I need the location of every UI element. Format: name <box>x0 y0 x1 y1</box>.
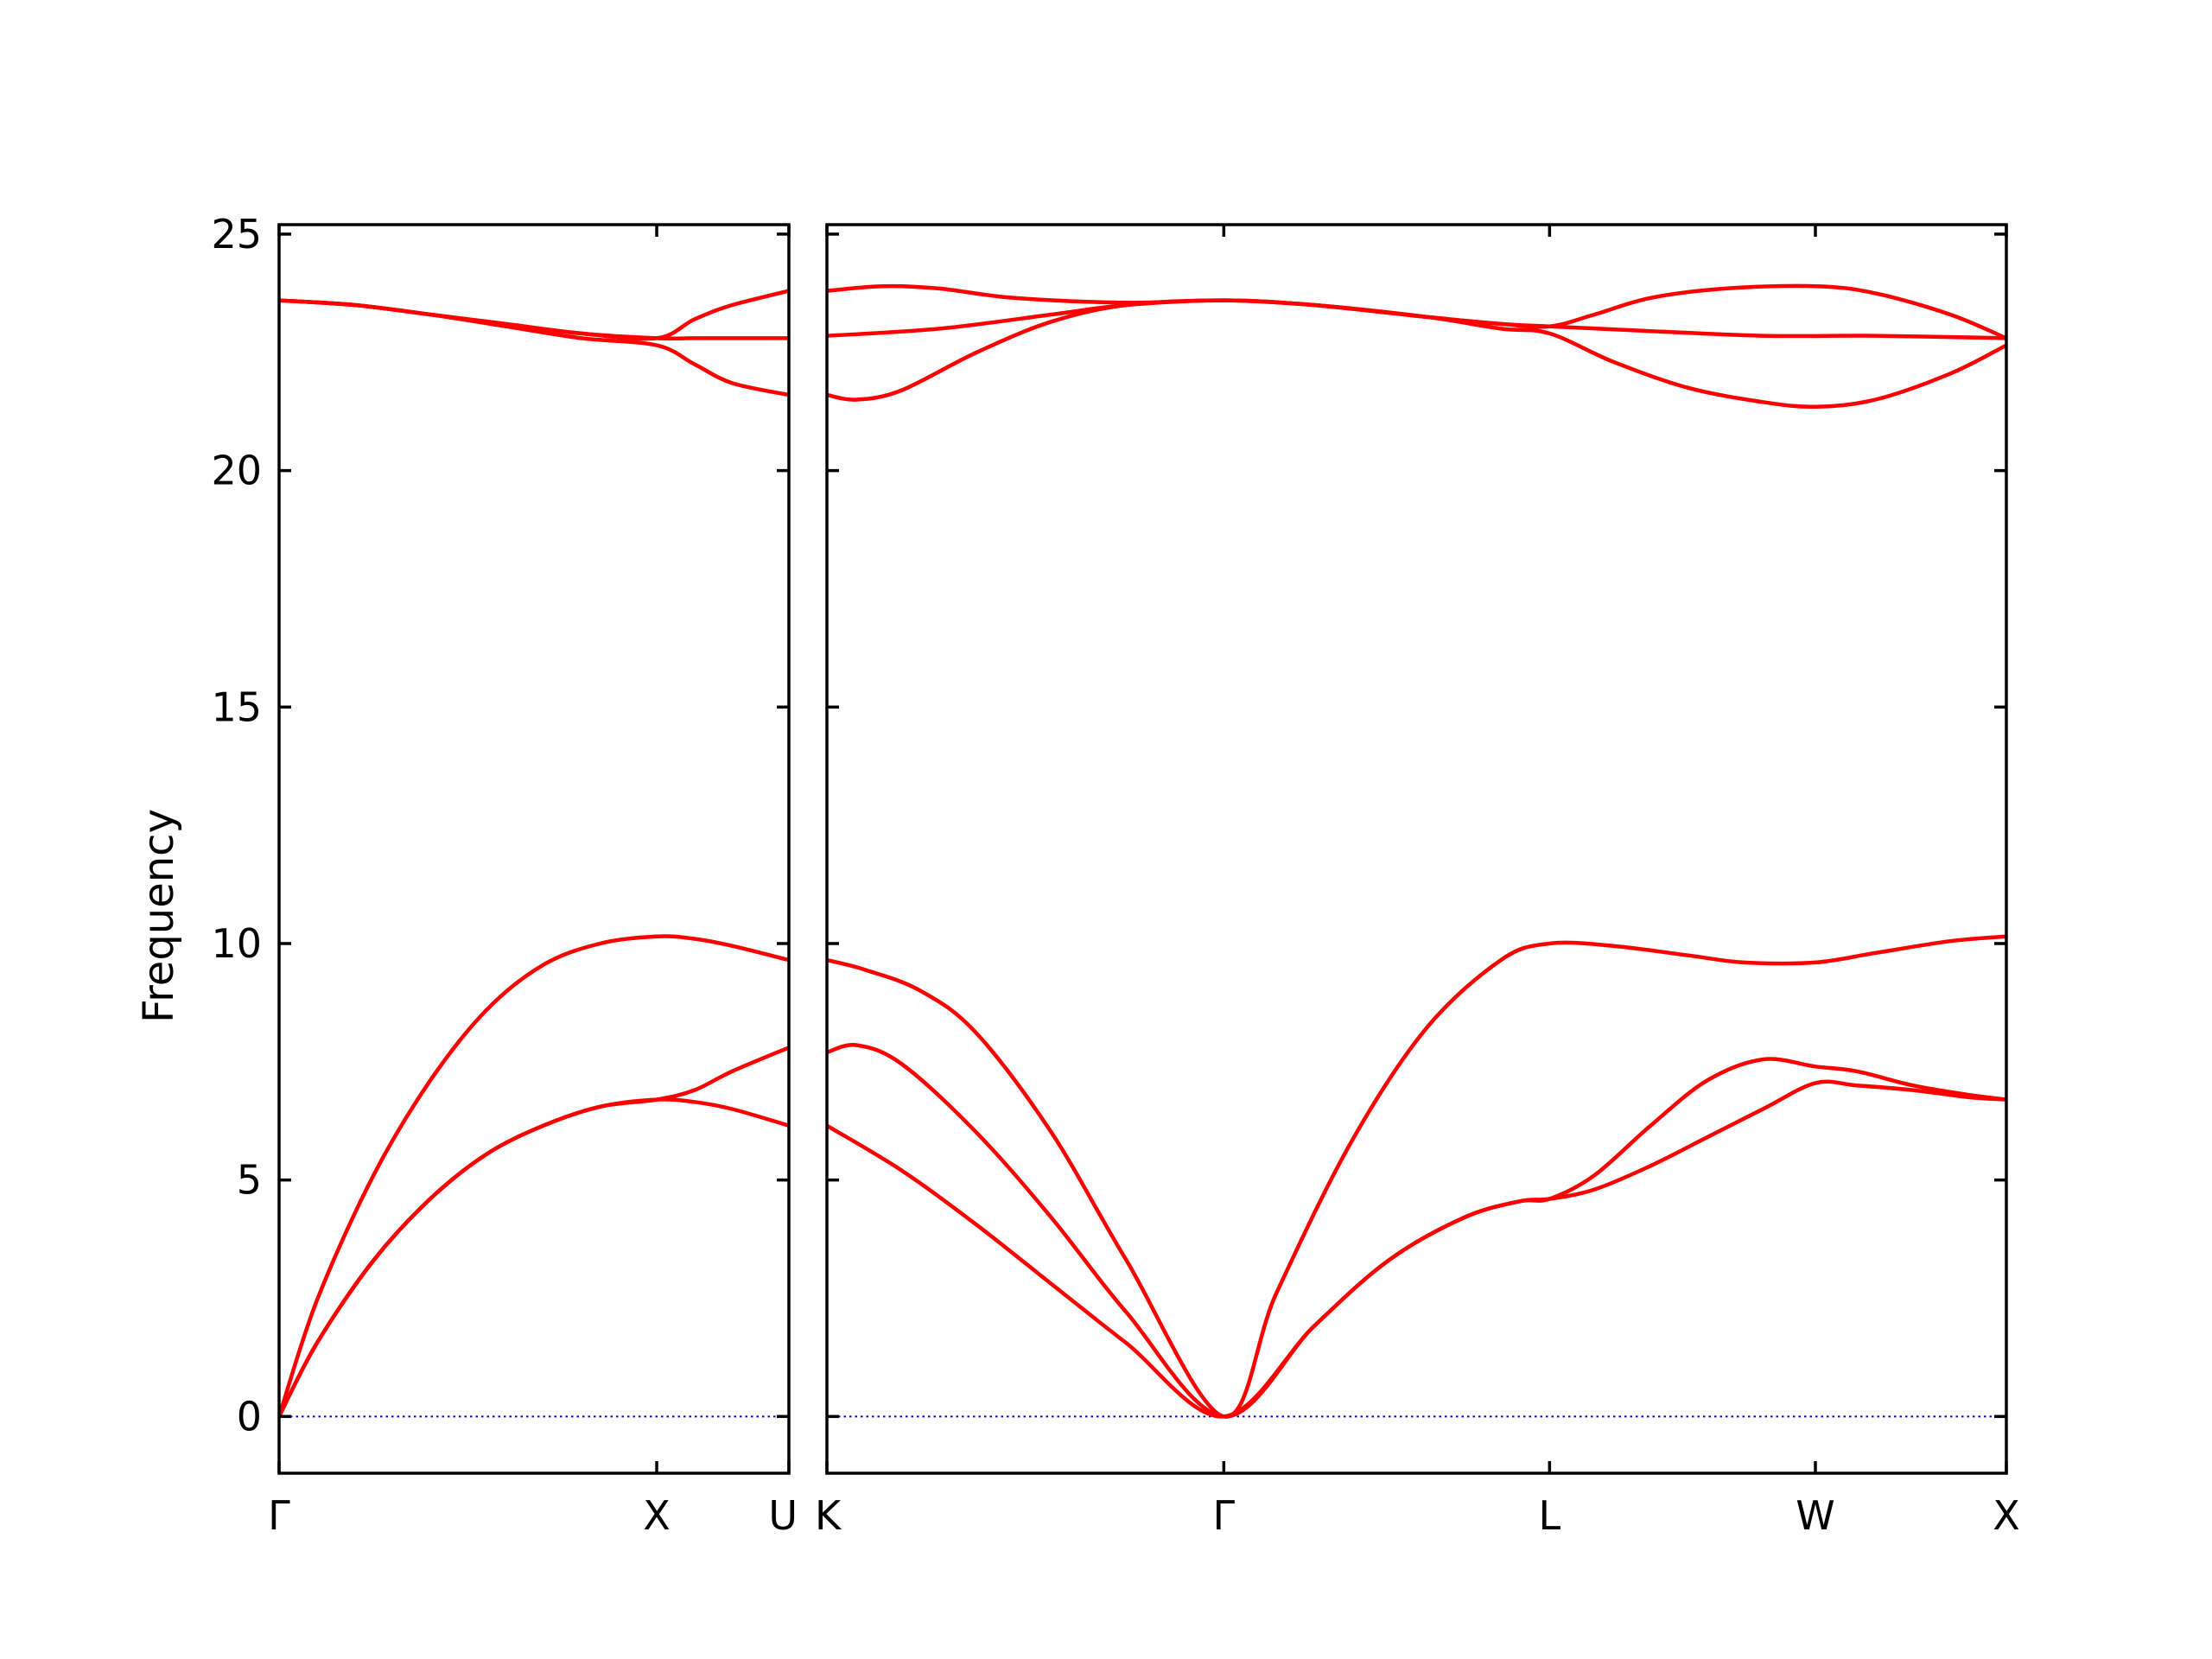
band-line-1-2 <box>279 934 789 1419</box>
x-tick-label: W <box>1796 1492 1834 1539</box>
panel-2-frame <box>825 223 2008 1475</box>
band-line-1-3 <box>279 1046 789 1419</box>
y-tick-label: 20 <box>211 448 262 494</box>
panel-1-bands <box>279 289 789 1419</box>
panel-1-frame <box>277 223 791 1475</box>
x-tick-label: Γ <box>268 1492 290 1539</box>
y-tick-label: 25 <box>211 211 262 257</box>
band-line-2-1 <box>827 1079 2006 1419</box>
y-tick-label: 10 <box>211 920 262 967</box>
y-axis-label: Frequency <box>135 809 183 1023</box>
x-tick-label: Γ <box>1213 1492 1236 1539</box>
band-line-1-6 <box>279 289 789 341</box>
x-tick-label: K <box>815 1492 842 1539</box>
x-tick-label: X <box>643 1492 671 1539</box>
band-line-2-3 <box>827 934 2006 1419</box>
band-line-2-2 <box>827 1043 2006 1419</box>
y-tick-label: 15 <box>211 683 262 730</box>
band-line-1-4 <box>279 298 789 397</box>
band-line-2-5 <box>827 298 2006 340</box>
y-tick-label: 5 <box>237 1157 262 1204</box>
band-line-1-1 <box>279 1097 789 1419</box>
band-line-2-6 <box>827 283 2006 340</box>
x-tick-label: X <box>1993 1492 2020 1539</box>
x-tick-label: L <box>1539 1492 1561 1539</box>
panel-2-bands <box>827 283 2006 1419</box>
x-tick-label: U <box>768 1492 798 1539</box>
y-tick-label: 0 <box>237 1393 262 1440</box>
chart-panels: Γ X U K Γ L W X 0 5 10 15 20 25 <box>211 211 2019 1539</box>
